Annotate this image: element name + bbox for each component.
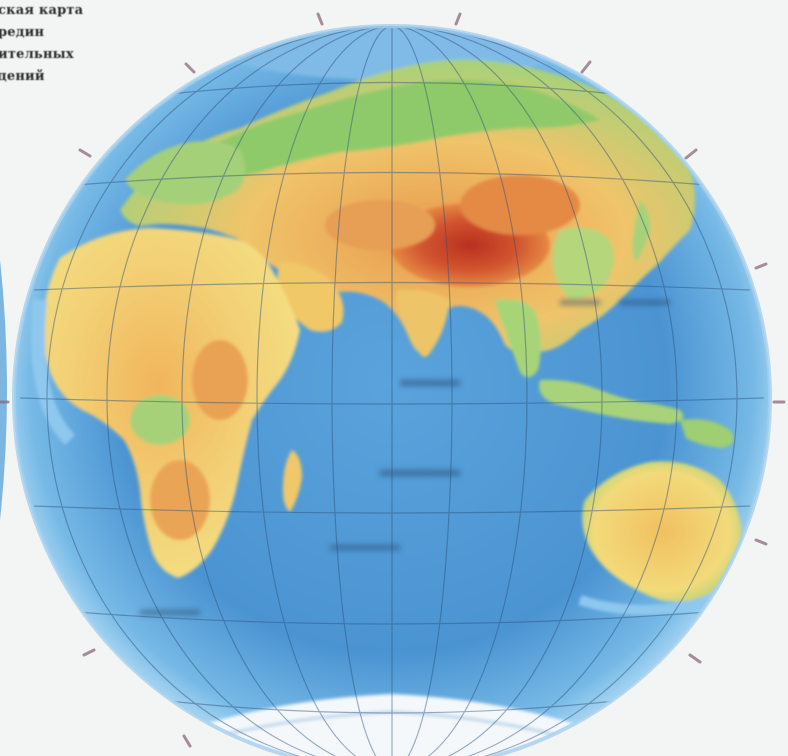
antarctica	[160, 694, 620, 756]
graticule	[19, 26, 765, 756]
legend-line-4: дений	[0, 69, 45, 84]
indonesia-islands	[539, 379, 684, 424]
legend-line-3: ительных	[0, 47, 74, 62]
african-shelf	[31, 299, 76, 445]
europe	[125, 141, 245, 205]
edge-tick-marks	[0, 12, 786, 748]
australia-landmass	[582, 461, 742, 602]
globe-rim	[12, 24, 772, 756]
east-asia-coast	[552, 227, 614, 300]
neighbor-hemisphere-edge	[0, 260, 7, 520]
japan-islands	[632, 200, 651, 262]
arctic-ocean	[202, 26, 582, 80]
legend-line-1: ская карта	[0, 3, 84, 18]
legend-line-2: редин	[0, 25, 45, 40]
legend-text: ская карта редин ительных дений	[0, 0, 133, 88]
iranian-plateau	[325, 200, 435, 250]
top-label	[352, 10, 436, 24]
indian-subcontinent	[396, 289, 450, 357]
map-label-marks	[140, 300, 670, 615]
madagascar	[282, 450, 302, 512]
siberian-lowland	[170, 79, 600, 178]
new-guinea	[680, 419, 734, 448]
east-african-highlands	[192, 340, 248, 420]
southern-african-plateau	[150, 460, 210, 540]
mongolian-plateau	[460, 175, 580, 235]
southeast-asia	[495, 299, 541, 378]
australian-shelf	[578, 595, 722, 615]
congo-basin	[130, 395, 190, 445]
antarctic-shelf-line	[219, 710, 561, 738]
